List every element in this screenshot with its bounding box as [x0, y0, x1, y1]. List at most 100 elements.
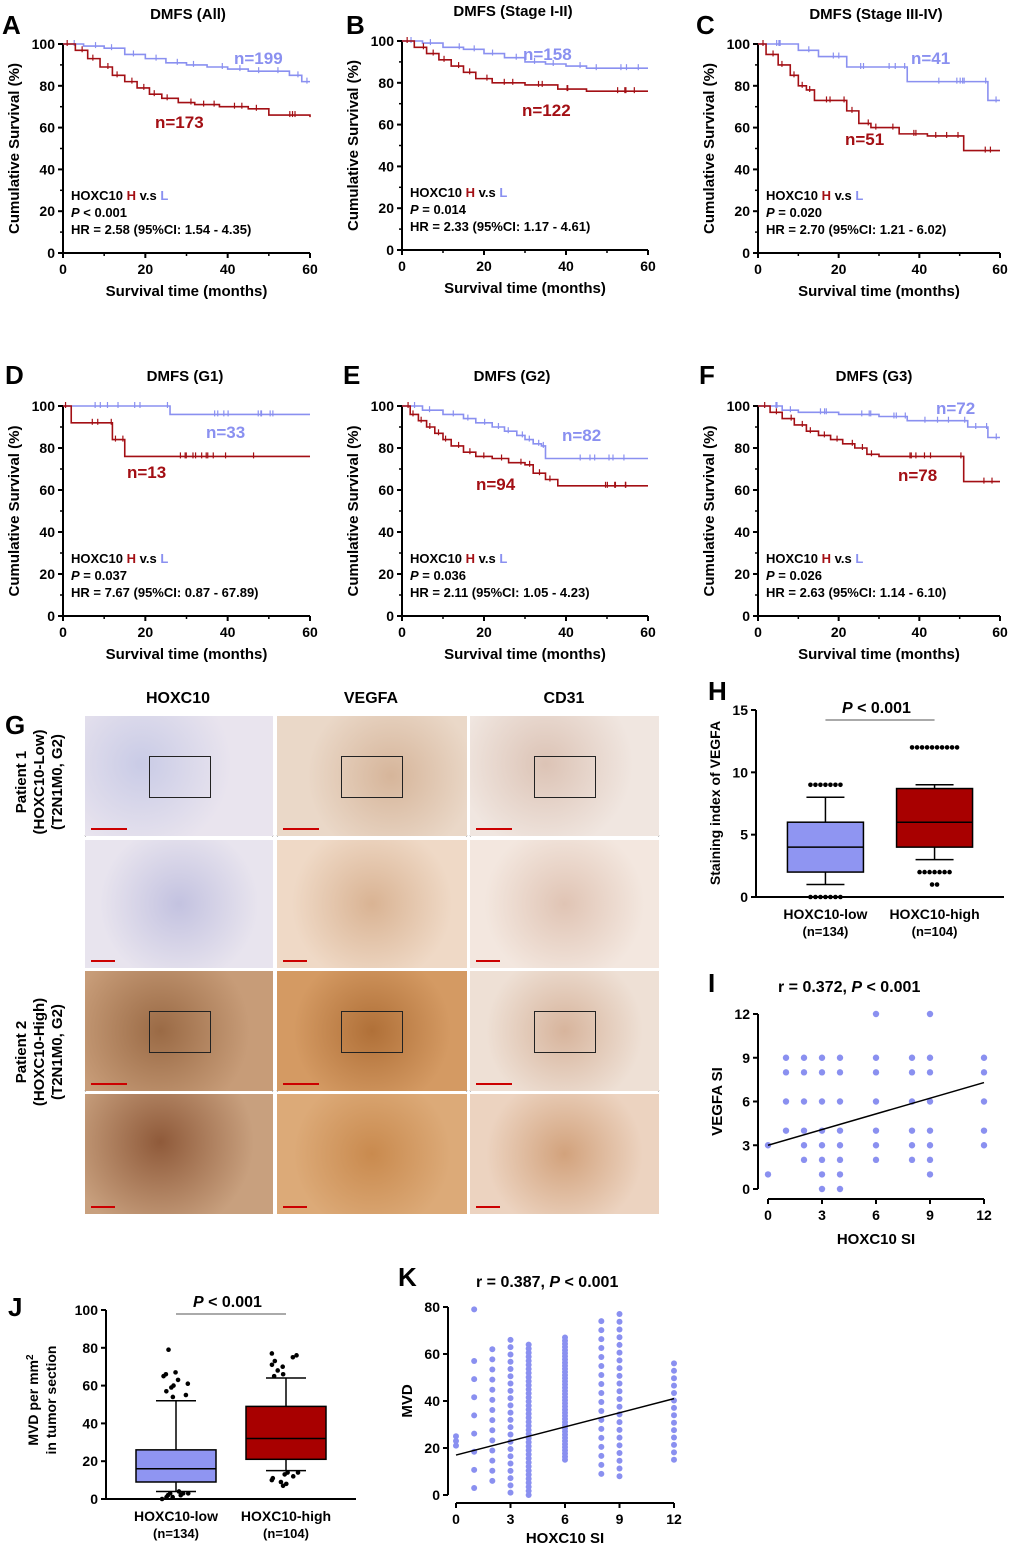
p-value: = 0.014 [419, 202, 467, 217]
x-tick-label: 40 [558, 258, 574, 274]
x-tick-label: 60 [992, 624, 1008, 640]
scatter-point [671, 1367, 677, 1374]
scatter-point [489, 1386, 496, 1393]
legend-vs: v.s [831, 188, 855, 203]
ylabel-main: MVD per mm [25, 1360, 41, 1446]
scatter-point [836, 1171, 844, 1178]
panel-letter-H: H [708, 676, 727, 706]
box-panel-H: 0 5 10 15 HOXC10-low (n=134) HOXC10-high (n=104… [707, 700, 1004, 939]
scatter-point [489, 1396, 496, 1403]
y-tick-label: 60 [39, 482, 55, 498]
panel-letter-I: I [708, 968, 716, 998]
ihc-p2-vegfa-high-mag [277, 1094, 467, 1214]
scale-bar [476, 960, 500, 962]
outlier-point [280, 1371, 286, 1377]
outlier-point [290, 1354, 296, 1360]
y-tick-label: 20 [378, 566, 394, 582]
scatter-point [471, 1376, 478, 1383]
x-tick-label: 20 [138, 261, 154, 277]
outlier-point [808, 782, 813, 788]
outlier-point [183, 1392, 189, 1398]
scatter-point [818, 1069, 826, 1076]
outlier-point [271, 1373, 277, 1379]
km-p-value: P = 0.014 [410, 202, 467, 217]
x-tick-label: 0 [59, 624, 67, 640]
group-n: (n=134) [153, 1526, 199, 1541]
outlier-point [838, 894, 843, 900]
y-axis-label-2: in tumor section [43, 1346, 59, 1455]
scatter-point [818, 1171, 826, 1178]
scatter-point [616, 1426, 623, 1433]
zoom-box [149, 1011, 211, 1053]
panel-letter-G: G [5, 710, 26, 740]
x-tick-label: 40 [912, 261, 928, 277]
x-axis-label: Survival time (months) [106, 646, 268, 663]
legend-high: H [822, 551, 831, 566]
scatter-point [926, 1127, 934, 1134]
zoom-box [341, 756, 403, 798]
outlier-point [833, 894, 838, 900]
y-tick-label: 40 [39, 161, 55, 177]
km-title: DMFS (Stage I-II) [453, 3, 572, 20]
scatter-point [782, 1098, 790, 1105]
ihc-p1-cd31-high-mag [470, 840, 659, 968]
outlier-point [275, 1368, 280, 1373]
scatter-point [507, 1431, 514, 1438]
scale-bar [283, 1083, 319, 1085]
scale-bar [91, 1083, 127, 1085]
scatter-point [800, 1098, 808, 1105]
scatter-point [616, 1334, 623, 1341]
scale-bar [91, 828, 127, 830]
km-hr: HR = 2.11 (95%CI: 1.05 - 4.23) [410, 585, 590, 600]
group-label: HOXC10-low [783, 906, 867, 922]
n-label-high: n=94 [476, 475, 516, 494]
scatter-point [671, 1375, 677, 1382]
scatter-point [616, 1388, 623, 1395]
x-tick-label: 20 [476, 258, 492, 274]
x-tick-label: 6 [561, 1511, 569, 1527]
fit-line [767, 1081, 985, 1146]
outlier-point [818, 894, 823, 900]
scatter-point [507, 1402, 514, 1409]
km-curve-high [758, 43, 1000, 152]
scatter-point [908, 1142, 916, 1149]
km-panel-E: DMFS (G2) 0 20 40 60 80 100 0 20 40 60 Survival tim… [345, 368, 656, 663]
y-tick-label: 40 [82, 1415, 98, 1431]
outlier-point [937, 869, 942, 875]
box-HOXC10-high [895, 787, 974, 848]
legend-high: H [127, 551, 136, 566]
scatter-point [616, 1372, 623, 1379]
scatter-point [800, 1127, 808, 1134]
ihc-p1-vegfa-high-mag [277, 840, 467, 968]
x-tick-label: 20 [138, 624, 154, 640]
scatter-point [616, 1473, 623, 1480]
scatter-point [507, 1453, 514, 1460]
km-p-value: P < 0.001 [71, 205, 127, 220]
y-tick-label: 80 [82, 1340, 98, 1356]
scatter-point [818, 1054, 826, 1061]
scatter-point [908, 1069, 916, 1076]
scatter-point [489, 1467, 496, 1474]
y-axis-label: Cumulative Survival (%) [6, 426, 23, 597]
scatter-point [800, 1069, 808, 1076]
y-tick-label: 80 [424, 1299, 440, 1315]
scatter-point [671, 1360, 677, 1367]
y-tick-label: 9 [742, 1050, 750, 1066]
km-p-value: P = 0.036 [410, 568, 466, 583]
outlier-point [942, 869, 947, 875]
y-tick-label: 40 [378, 158, 394, 174]
ihc-p2-hoxc10-high-mag [85, 1094, 273, 1214]
scatter-point [489, 1427, 496, 1434]
outlier-point [934, 745, 940, 750]
x-tick-label: 20 [831, 624, 847, 640]
x-axis-label: Survival time (months) [106, 283, 268, 300]
scatter-point [598, 1372, 605, 1379]
km-title: DMFS (Stage III-IV) [809, 6, 942, 23]
outlier-point [947, 869, 952, 875]
scatter-point [800, 1054, 808, 1061]
km-curve-low [63, 405, 310, 416]
p-value: < 0.001 [204, 1294, 262, 1311]
legend-vs: v.s [475, 551, 499, 566]
scatter-point [671, 1397, 677, 1404]
